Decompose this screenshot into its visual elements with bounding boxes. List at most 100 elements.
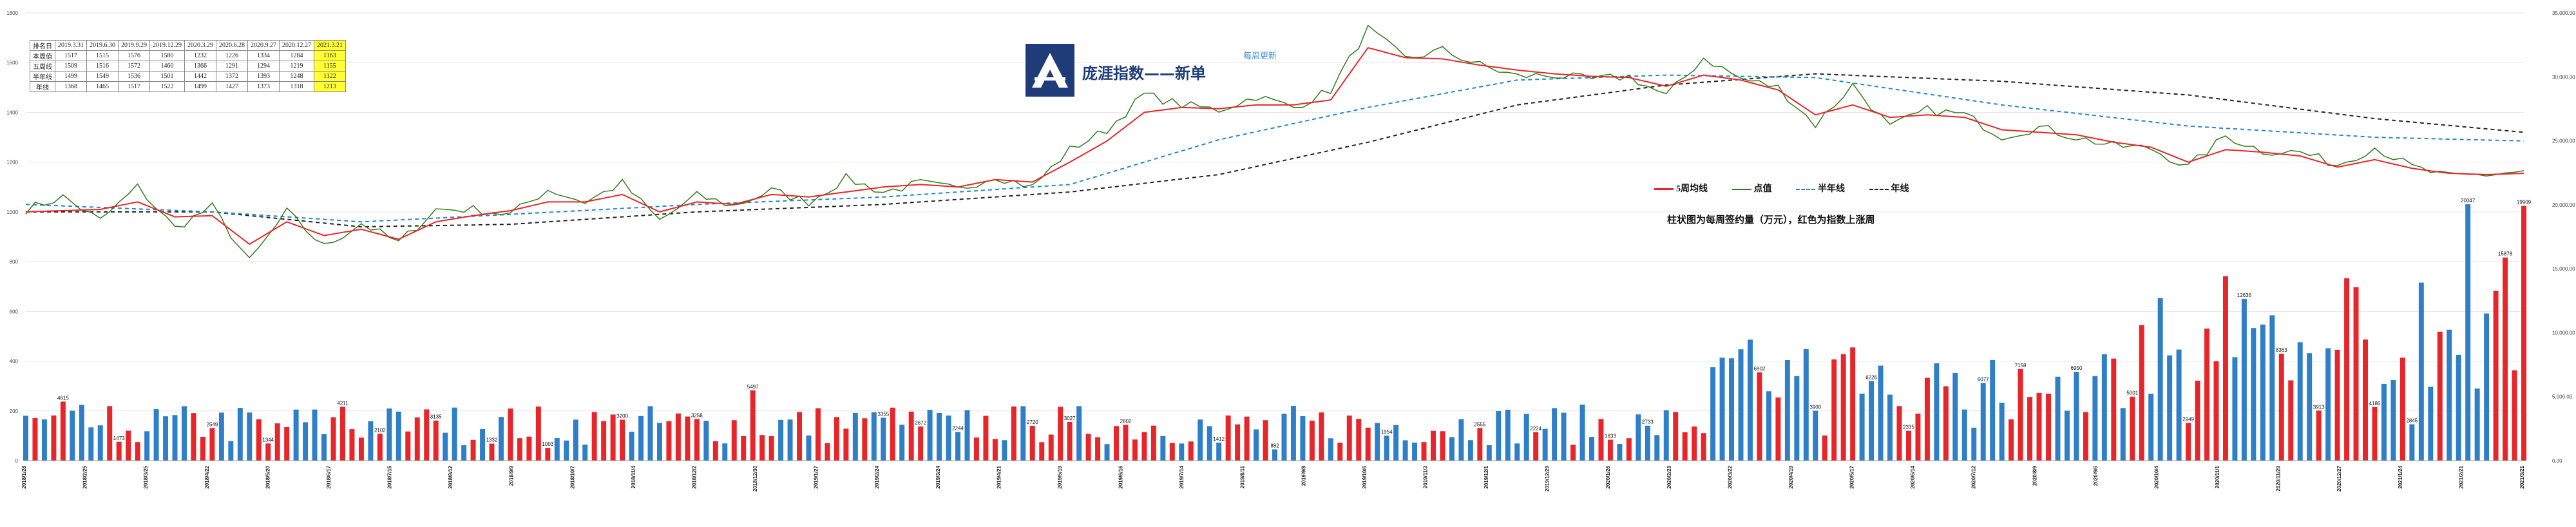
- volume-bar: [1663, 410, 1669, 461]
- volume-label: 2244: [952, 425, 964, 431]
- volume-bar: [1104, 444, 1110, 461]
- volume-bar: [247, 412, 253, 461]
- x-tick-label: 2020/1/26: [1605, 465, 1611, 488]
- volume-bar: [1626, 438, 1632, 461]
- volume-bar: [564, 440, 569, 461]
- chart-note: 柱状图为每周签约量（万元），红色为指数上涨周: [1667, 215, 1875, 225]
- summary-cell: 1291: [216, 61, 248, 72]
- volume-bar: [88, 427, 94, 461]
- volume-bar: [1822, 435, 1827, 461]
- volume-bar: [377, 434, 383, 461]
- volume-bar: [2512, 370, 2517, 461]
- summary-cell: 2020.9.27: [247, 40, 280, 51]
- summary-cell: 排名日: [30, 40, 55, 51]
- volume-label: 1633: [1605, 434, 1616, 439]
- x-tick-label: 2020/4/19: [1788, 465, 1794, 488]
- volume-bar: [1915, 413, 1921, 461]
- volume-bar: [554, 438, 560, 461]
- volume-bar: [1477, 428, 1483, 461]
- volume-bar: [1011, 406, 1016, 461]
- volume-bar: [414, 417, 420, 461]
- volume-bar: [2251, 328, 2256, 461]
- volume-bar: [937, 412, 942, 461]
- volume-bar: [1961, 409, 1967, 461]
- volume-bar: [759, 435, 765, 461]
- x-tick-label: 2020/5/17: [1849, 465, 1855, 488]
- volume-bar: [424, 409, 430, 461]
- volume-bar: [293, 409, 299, 461]
- left-tick-label: 1600: [6, 60, 18, 66]
- volume-bar: [2297, 342, 2303, 461]
- volume-bar: [1784, 359, 1790, 461]
- volume-bar: [1263, 420, 1268, 461]
- volume-bar: [2101, 354, 2107, 461]
- summary-table: 排名日 2019.3.31 2019.6.30 2019.9.29 2019.12.29…: [30, 40, 346, 92]
- volume-bar: [1207, 426, 1212, 461]
- summary-cell: 1232: [184, 50, 216, 61]
- volume-label: 7158: [2015, 363, 2027, 369]
- volume-bar: [517, 438, 522, 461]
- volume-bar: [1533, 432, 1539, 461]
- summary-cell: 2020.3.29: [184, 40, 216, 51]
- volume-bar: [1225, 415, 1231, 461]
- volume-bar: [274, 423, 280, 461]
- volume-bar: [1440, 431, 1445, 461]
- left-tick-label: 1200: [6, 160, 18, 166]
- volume-bar: [1188, 441, 1194, 461]
- volume-bar: [2008, 419, 2014, 461]
- volume-label: 20047: [2461, 198, 2476, 204]
- summary-cell: 五周线: [30, 61, 55, 72]
- volume-bar: [1579, 405, 1585, 461]
- legend-item-index: 点值: [1732, 182, 1772, 195]
- volume-bar: [2353, 287, 2359, 461]
- summary-cell: 1366: [184, 61, 216, 72]
- volume-bar: [946, 415, 951, 461]
- volume-bar: [1458, 419, 1464, 461]
- volume-bar: [368, 421, 374, 461]
- volume-bar: [97, 425, 103, 461]
- volume-bar: [918, 426, 924, 461]
- volume-label: 6950: [2071, 365, 2083, 371]
- volume-bar: [2269, 315, 2275, 461]
- volume-bar: [396, 411, 401, 461]
- volume-bar: [2167, 355, 2173, 461]
- x-tick-label: 2020/2/23: [1666, 465, 1672, 488]
- x-tick-label: 2018/2/25: [82, 465, 88, 488]
- volume-bar: [2344, 278, 2350, 461]
- x-tick-label: 2018/3/25: [143, 465, 149, 488]
- volume-bar: [1039, 442, 1045, 461]
- x-tick-label: 2019/10/6: [1362, 465, 1368, 488]
- volume-bar: [1179, 443, 1185, 461]
- summary-cell: 1572: [118, 61, 150, 72]
- volume-bar: [1095, 437, 1101, 461]
- x-tick-label: 2021/3/21: [2519, 465, 2525, 488]
- volume-bar: [1375, 423, 1380, 461]
- volume-bar: [256, 419, 262, 461]
- volume-bar: [1067, 421, 1073, 461]
- volume-bar: [1719, 358, 1725, 461]
- summary-cell: 1517: [55, 50, 87, 61]
- volume-bar: [2325, 348, 2331, 461]
- legend-item-year: 年线: [1869, 182, 1909, 195]
- volume-bar: [1085, 434, 1091, 461]
- x-tick-label: 2020/7/12: [1971, 465, 1977, 488]
- x-tick-label: 2019/7/14: [1179, 465, 1185, 488]
- summary-cell: 1427: [216, 81, 248, 92]
- volume-bar: [899, 425, 905, 461]
- x-tick-label: 2019/1/27: [814, 465, 819, 488]
- volume-bar: [126, 430, 131, 461]
- volume-bar: [2521, 206, 2526, 461]
- volume-bar: [1607, 439, 1613, 461]
- year-line: [26, 73, 2524, 228]
- volume-bar: [41, 419, 47, 461]
- volume-bar: [70, 410, 75, 461]
- left-tick-label: 800: [10, 259, 19, 265]
- legend-item-half-year: 半年线: [1796, 182, 1845, 195]
- summary-cell: 半年线: [30, 71, 55, 82]
- volume-bar: [1636, 414, 1641, 461]
- volume-bar: [1617, 444, 1623, 461]
- volume-label: 4615: [57, 395, 69, 401]
- volume-bar: [1431, 430, 1436, 461]
- volume-bar: [1235, 424, 1241, 461]
